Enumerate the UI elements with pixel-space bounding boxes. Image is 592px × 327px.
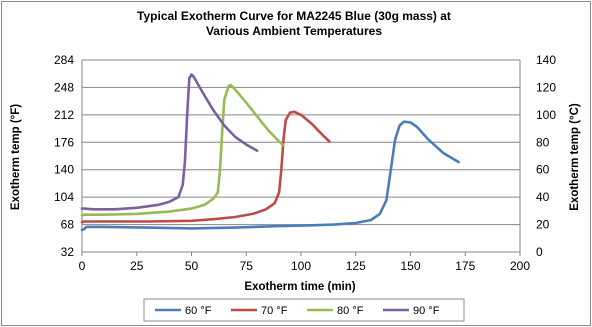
x-tick-label: 0 (79, 259, 86, 273)
x-tick-label: 200 (510, 259, 530, 273)
y2-tick-label: 60 (536, 163, 550, 177)
y-tick-label: 68 (61, 218, 75, 232)
y2-tick-label: 140 (536, 53, 556, 67)
series-line-90f (80, 73, 259, 211)
y-tick-label: 140 (54, 163, 74, 177)
x-tick-label: 150 (400, 259, 420, 273)
chart-title-line-1: Typical Exotherm Curve for MA2245 Blue (… (137, 9, 451, 23)
x-tick-label: 100 (291, 259, 311, 273)
y-axis-title: Exotherm temp (°F) (10, 104, 22, 210)
x-axis-title: Exotherm time (min) (244, 281, 355, 293)
y2-tick-label: 120 (536, 80, 556, 94)
y2-tick-labels: 0 20 40 60 80 100 120 140 (536, 53, 556, 259)
y2-tick-label: 80 (536, 135, 550, 149)
y2-tick-label: 0 (536, 245, 543, 259)
y-tick-label: 176 (54, 135, 74, 149)
x-tick-labels: 0 25 50 75 100 125 150 175 200 (79, 259, 531, 273)
y-tick-label: 212 (54, 108, 74, 122)
legend-label-90f: 90 °F (413, 305, 440, 317)
y-tick-label: 284 (54, 53, 74, 67)
legend: 60 °F 70 °F 80 °F 90 °F (143, 298, 465, 322)
legend-label-70f: 70 °F (261, 305, 288, 317)
x-tick-label: 25 (130, 259, 144, 273)
chart-title-line-2: Various Ambient Temperatures (206, 24, 382, 38)
series-line-60f (80, 120, 460, 232)
series-line-70f (80, 110, 331, 224)
series-line-80f (80, 83, 285, 217)
y-tick-label: 248 (54, 80, 74, 94)
data-series (80, 73, 460, 232)
x-tick-label: 175 (455, 259, 475, 273)
y2-axis-title: Exotherm temp (°C) (569, 103, 581, 211)
y2-tick-label: 20 (536, 218, 550, 232)
y-tick-label: 104 (54, 190, 74, 204)
y-tick-labels: 32 68 104 140 176 212 248 284 (54, 53, 74, 259)
y2-tick-label: 100 (536, 108, 556, 122)
x-tick-label: 75 (240, 259, 254, 273)
y2-tick-label: 40 (536, 190, 550, 204)
legend-label-60f: 60 °F (185, 305, 212, 317)
legend-box (143, 298, 465, 322)
y-tick-label: 32 (61, 245, 75, 259)
legend-label-80f: 80 °F (337, 305, 364, 317)
x-tick-label: 125 (346, 259, 366, 273)
x-tick-label: 50 (185, 259, 199, 273)
